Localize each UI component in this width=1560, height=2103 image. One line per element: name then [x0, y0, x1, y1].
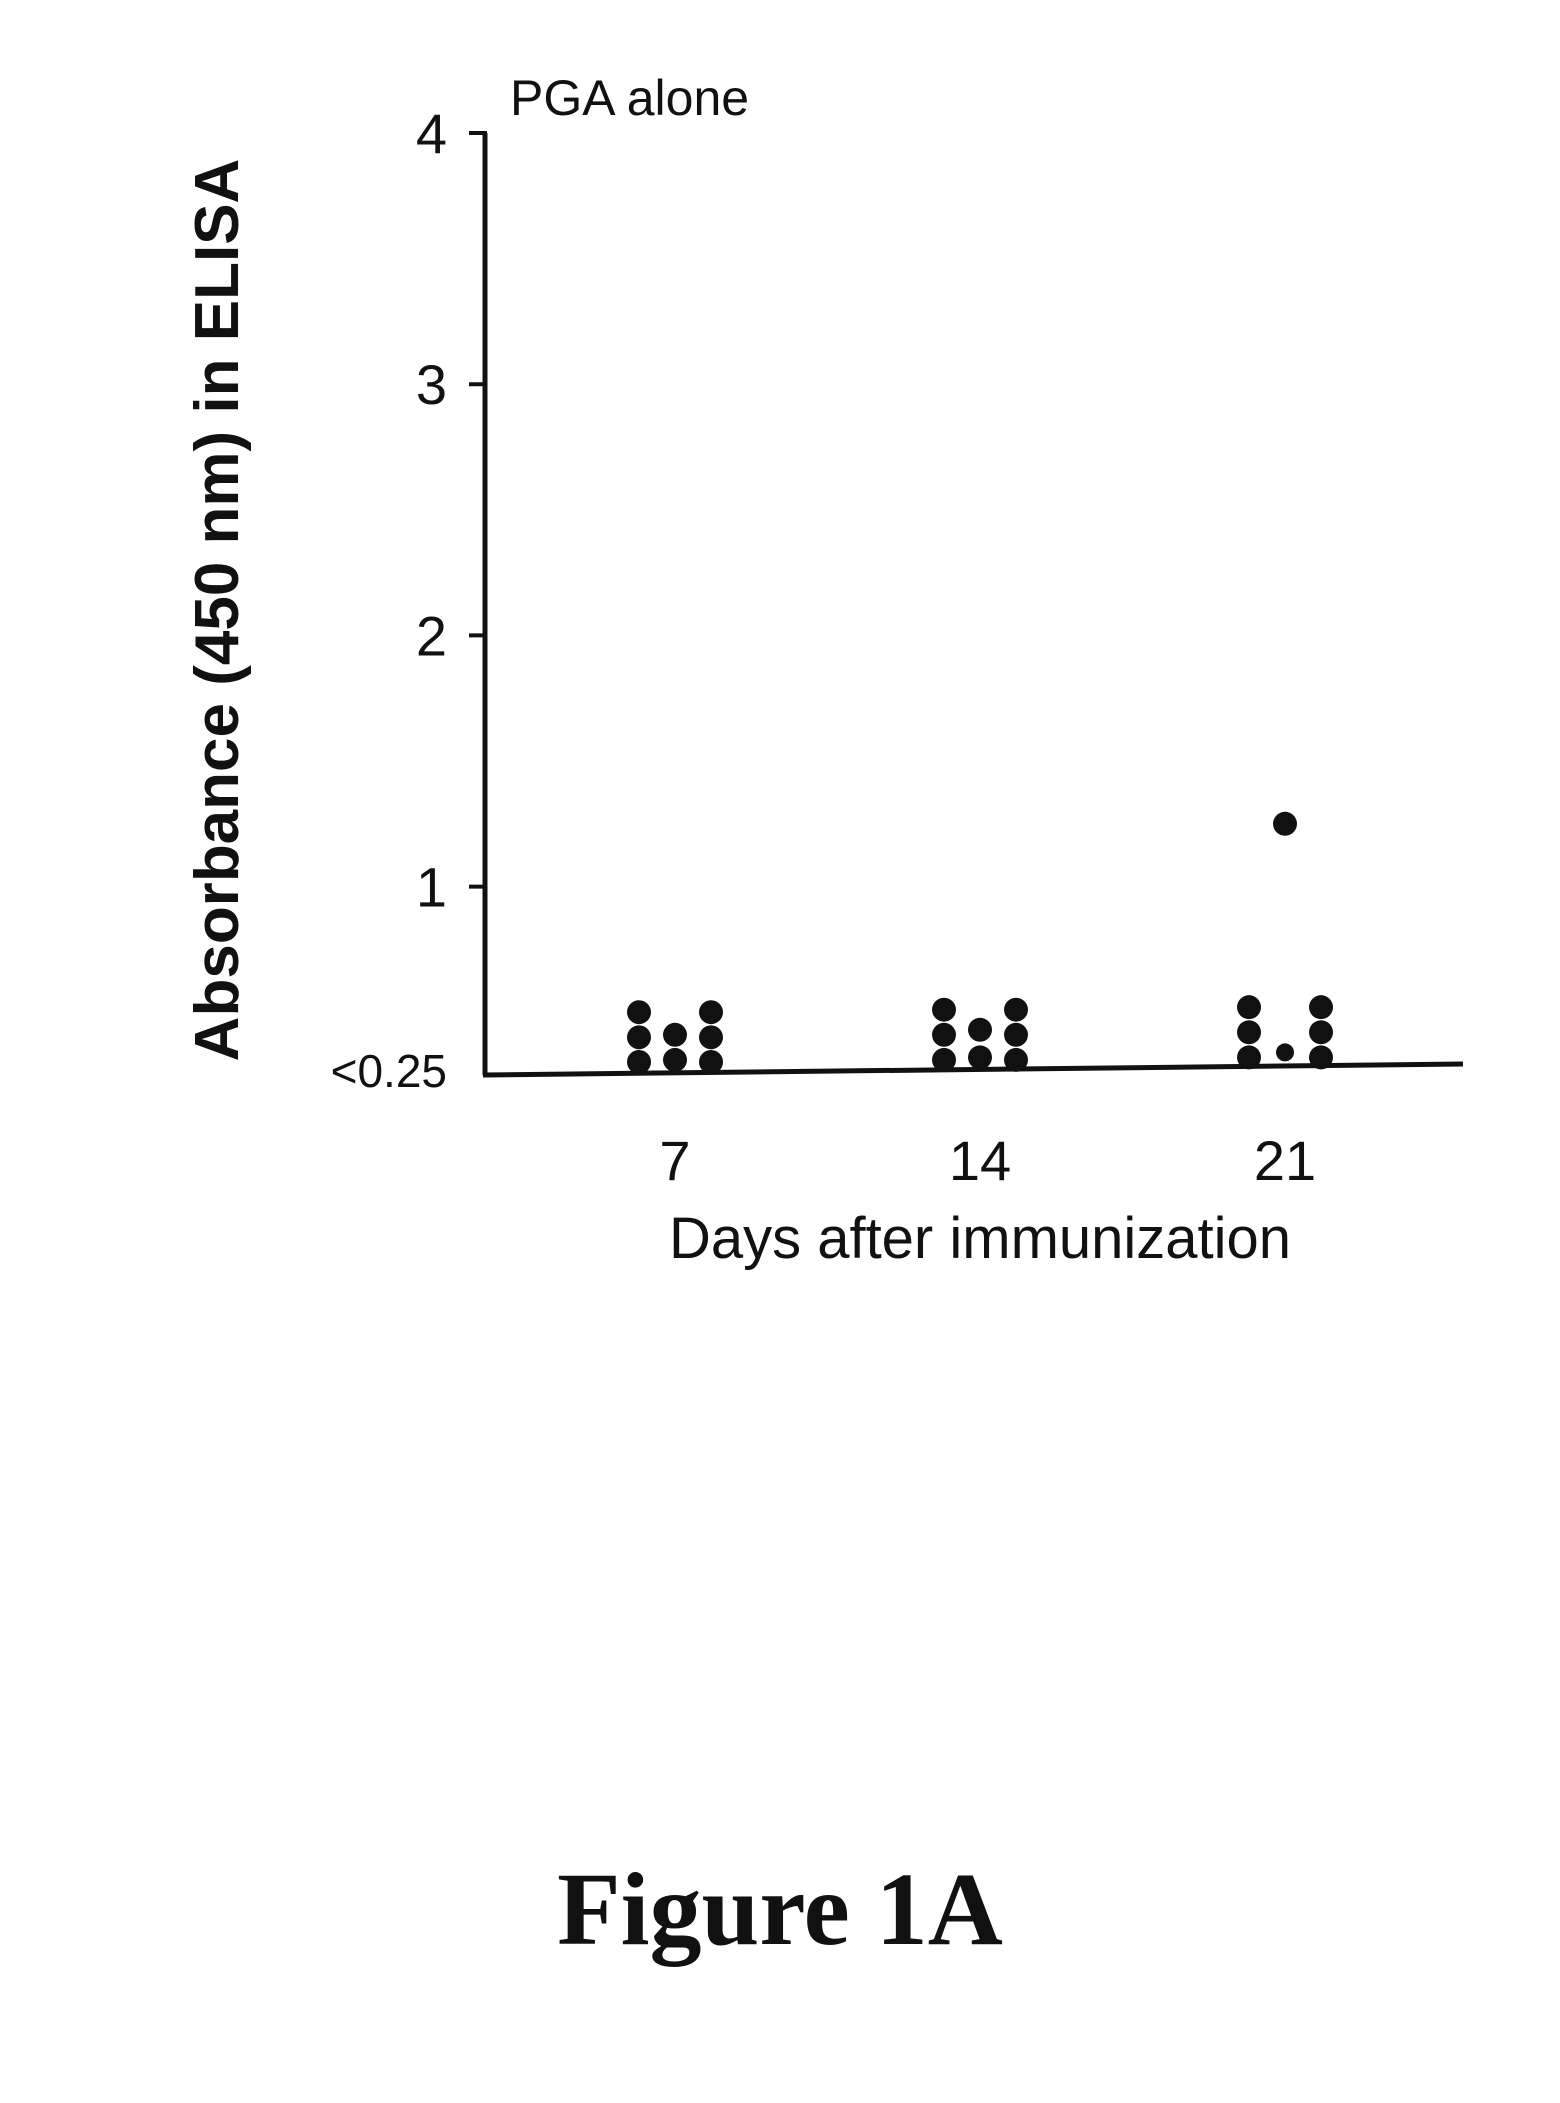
data-point — [1004, 998, 1028, 1022]
x-tick-label: 7 — [659, 1129, 690, 1192]
x-tick-label: 14 — [949, 1129, 1011, 1192]
y-tick-label: 1 — [416, 856, 447, 919]
data-point — [663, 1023, 687, 1047]
y-tick-label: 4 — [416, 102, 447, 165]
y-tick-label: 3 — [416, 353, 447, 416]
data-point — [1004, 1023, 1028, 1047]
data-point — [932, 998, 956, 1022]
data-point — [663, 1048, 687, 1072]
data-point — [1273, 812, 1297, 836]
figure-caption: Figure 1A — [0, 1850, 1560, 1969]
y-axis-label: Absorbance (450 nm) in ELISA — [183, 159, 252, 1062]
y-tick-label: 2 — [416, 604, 447, 667]
data-point — [699, 1000, 723, 1024]
data-point — [1309, 1020, 1333, 1044]
chart-title: PGA alone — [510, 70, 749, 126]
data-point — [699, 1025, 723, 1049]
data-point — [1237, 995, 1261, 1019]
x-tick-label: 21 — [1254, 1129, 1316, 1192]
data-point — [627, 1000, 651, 1024]
data-point — [1237, 1020, 1261, 1044]
data-point — [627, 1025, 651, 1049]
y-tick-label: <0.25 — [331, 1045, 447, 1097]
data-points — [627, 812, 1333, 1074]
data-point — [627, 1050, 651, 1074]
data-point — [968, 1045, 992, 1069]
data-point — [932, 1023, 956, 1047]
x-axis-label: Days after immunization — [669, 1206, 1291, 1271]
y-axis-ticks: <0.25 1 2 3 4 — [331, 102, 487, 1097]
x-axis-tick-labels: 7 14 21 — [659, 1129, 1316, 1192]
data-point — [968, 1018, 992, 1042]
data-point — [1276, 1043, 1294, 1061]
data-point — [1309, 995, 1333, 1019]
